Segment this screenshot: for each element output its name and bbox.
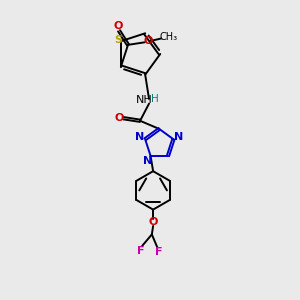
Text: F: F	[155, 248, 163, 257]
Text: O: O	[114, 113, 124, 123]
Text: O: O	[149, 218, 158, 227]
Text: N: N	[135, 132, 144, 142]
Text: H: H	[151, 94, 159, 104]
Text: NH: NH	[136, 95, 153, 105]
Text: CH₃: CH₃	[160, 32, 178, 42]
Text: F: F	[137, 246, 145, 256]
Text: O: O	[113, 21, 122, 31]
Text: S: S	[114, 35, 122, 45]
Text: N: N	[174, 132, 183, 142]
Text: N: N	[143, 156, 153, 166]
Text: O: O	[143, 36, 152, 46]
